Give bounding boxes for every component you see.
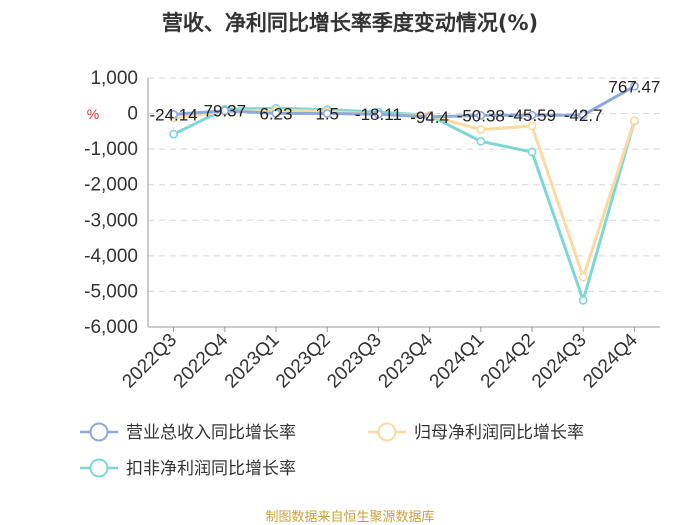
data-point	[220, 106, 230, 116]
legend-item[interactable]: 营业总收入同比增长率	[80, 422, 296, 443]
data-point	[578, 272, 588, 282]
data-label: -50.38	[457, 106, 505, 125]
data-label: 79.37	[204, 102, 247, 121]
data-label: -42.7	[564, 106, 603, 125]
chart-title: 营收、净利同比增长率季度变动情况(%)	[162, 11, 538, 35]
y-tick-label: -1,000	[84, 139, 138, 160]
data-point	[425, 112, 434, 122]
x-tick-label: 2023Q2	[272, 330, 335, 393]
legend-marker	[89, 458, 109, 478]
data-label: 6.23	[259, 104, 292, 123]
data-point	[578, 110, 588, 120]
data-point	[527, 121, 537, 131]
x-tick-label: 2023Q4	[374, 329, 437, 392]
data-label: -94.4	[410, 108, 449, 127]
data-label: 1.5	[315, 105, 339, 124]
data-label: -45.59	[508, 106, 556, 125]
data-point	[630, 81, 639, 91]
y-tick-label: -6,000	[84, 317, 138, 338]
series-line	[173, 84, 636, 119]
data-point	[476, 125, 486, 134]
legend-label: 扣非净利润同比增长率	[126, 459, 296, 479]
y-tick-label: 1,000	[90, 68, 138, 89]
y-tick-label: 0	[127, 104, 138, 125]
x-tick-label: 2022Q4	[170, 329, 233, 392]
data-point	[169, 129, 178, 139]
series-line	[172, 106, 636, 302]
legend-item[interactable]: 归母净利润同比增长率	[368, 422, 584, 443]
data-point	[373, 109, 383, 119]
series-layer	[169, 81, 639, 305]
data-point	[527, 110, 537, 120]
data-point	[527, 147, 537, 157]
legend-label: 归母净利润同比增长率	[414, 423, 584, 443]
data-point	[476, 110, 486, 120]
legend-marker	[89, 422, 109, 442]
data-label: -18.11	[355, 105, 402, 124]
data-label: 767.47	[608, 77, 660, 96]
y-tick-label: -4,000	[84, 246, 138, 267]
y-axis-unit: %	[87, 106, 99, 122]
y-tick-label: -2,000	[84, 175, 138, 196]
legend-marker	[377, 422, 397, 442]
legend-label: 营业总收入同比增长率	[126, 423, 296, 443]
data-point	[169, 110, 178, 119]
x-tick-label: 2024Q4	[579, 329, 642, 392]
y-tick-label: -3,000	[84, 210, 138, 231]
legend-item[interactable]: 扣非净利润同比增长率	[80, 458, 296, 479]
data-point	[476, 136, 486, 146]
x-tick-label: 2023Q1	[221, 330, 284, 393]
x-tick-label: 2024Q2	[477, 330, 540, 393]
data-label-layer: -24.14 79.37 6.23 1.5 -18.11 -94.4 -50.38 -45.5…	[149, 77, 660, 127]
x-tick-label: 2023Q3	[323, 330, 386, 393]
y-tick-label: -5,000	[84, 281, 138, 302]
x-tick-label: 2024Q1	[426, 330, 489, 393]
data-point	[271, 108, 281, 118]
data-point	[322, 109, 332, 118]
data-label: -24.14	[149, 105, 197, 124]
data-point	[578, 295, 588, 305]
x-tick-label: 2024Q3	[528, 330, 591, 393]
data-point	[630, 116, 639, 126]
x-tick-label: 2022Q3	[118, 330, 181, 393]
source-note: 制图数据来自恒生聚源数据库	[265, 509, 434, 525]
